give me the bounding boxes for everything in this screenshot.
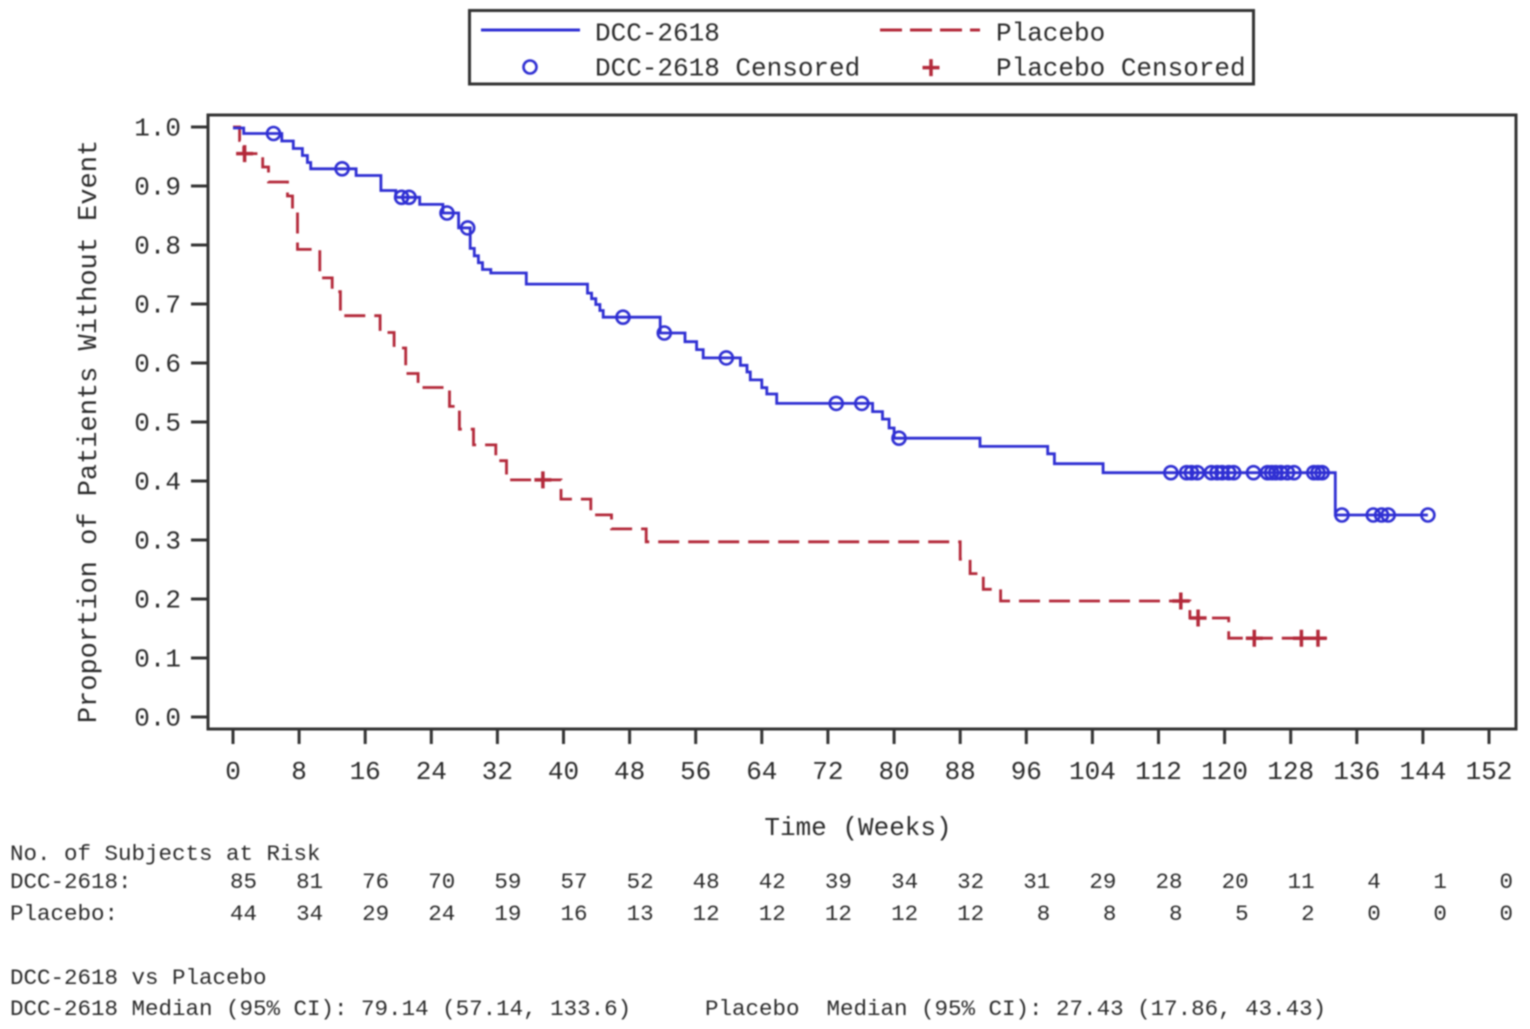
svg-text:72: 72: [812, 757, 843, 787]
svg-text:70: 70: [428, 869, 455, 895]
svg-text:0.3: 0.3: [134, 527, 181, 557]
svg-text:64: 64: [746, 757, 777, 787]
svg-text:Placebo Median (95% CI): 27.4: Placebo Median (95% CI): 27.43 (17.86, 4…: [705, 996, 1326, 1022]
svg-text:152: 152: [1466, 757, 1513, 787]
svg-text:12: 12: [759, 901, 786, 927]
svg-text:0: 0: [1499, 901, 1513, 927]
svg-text:112: 112: [1135, 757, 1182, 787]
svg-text:120: 120: [1201, 757, 1248, 787]
svg-text:48: 48: [614, 757, 645, 787]
svg-text:136: 136: [1333, 757, 1380, 787]
svg-text:0.9: 0.9: [134, 173, 181, 203]
svg-text:8: 8: [291, 757, 307, 787]
svg-text:29: 29: [362, 901, 389, 927]
svg-text:31: 31: [1023, 869, 1050, 895]
svg-text:DCC-2618 Censored: DCC-2618 Censored: [595, 54, 860, 84]
svg-text:5: 5: [1235, 901, 1249, 927]
svg-text:11: 11: [1288, 869, 1315, 895]
svg-text:34: 34: [891, 869, 918, 895]
svg-text:8: 8: [1037, 901, 1051, 927]
svg-text:1.0: 1.0: [134, 114, 181, 144]
svg-text:Time (Weeks): Time (Weeks): [764, 813, 951, 843]
svg-text:0.1: 0.1: [134, 645, 181, 675]
svg-text:12: 12: [825, 901, 852, 927]
svg-text:8: 8: [1169, 901, 1183, 927]
svg-text:12: 12: [693, 901, 720, 927]
svg-text:44: 44: [230, 901, 257, 927]
svg-text:32: 32: [957, 869, 984, 895]
svg-text:32: 32: [482, 757, 513, 787]
svg-text:42: 42: [759, 869, 786, 895]
svg-text:52: 52: [627, 869, 654, 895]
svg-text:12: 12: [957, 901, 984, 927]
svg-text:34: 34: [296, 901, 323, 927]
svg-text:4: 4: [1367, 869, 1381, 895]
svg-text:76: 76: [362, 869, 389, 895]
svg-text:85: 85: [230, 869, 257, 895]
svg-text:39: 39: [825, 869, 852, 895]
svg-text:80: 80: [878, 757, 909, 787]
svg-text:88: 88: [945, 757, 976, 787]
svg-text:56: 56: [680, 757, 711, 787]
svg-text:40: 40: [548, 757, 579, 787]
svg-text:12: 12: [891, 901, 918, 927]
svg-text:57: 57: [560, 869, 587, 895]
svg-text:0: 0: [1433, 901, 1447, 927]
svg-text:29: 29: [1089, 869, 1116, 895]
svg-text:DCC-2618 Median (95% CI): 79.1: DCC-2618 Median (95% CI): 79.14 (57.14, …: [10, 996, 631, 1022]
svg-text:20: 20: [1222, 869, 1249, 895]
svg-text:13: 13: [627, 901, 654, 927]
svg-text:59: 59: [494, 869, 521, 895]
svg-text:19: 19: [494, 901, 521, 927]
svg-text:2: 2: [1301, 901, 1315, 927]
svg-text:0.0: 0.0: [134, 704, 181, 734]
svg-text:0: 0: [225, 757, 241, 787]
svg-text:24: 24: [428, 901, 455, 927]
svg-text:0: 0: [1499, 869, 1513, 895]
svg-text:0.4: 0.4: [134, 468, 181, 498]
svg-text:Placebo:: Placebo:: [10, 901, 118, 927]
svg-text:0.7: 0.7: [134, 291, 181, 321]
svg-text:No. of Subjects at Risk: No. of Subjects at Risk: [10, 841, 321, 867]
svg-text:Proportion of Patients Without: Proportion of Patients Without Event: [75, 140, 105, 723]
svg-text:128: 128: [1267, 757, 1314, 787]
svg-text:16: 16: [350, 757, 381, 787]
svg-text:48: 48: [693, 869, 720, 895]
svg-text:28: 28: [1155, 869, 1182, 895]
svg-text:DCC-2618: DCC-2618: [595, 19, 720, 49]
svg-text:144: 144: [1399, 757, 1446, 787]
svg-text:16: 16: [560, 901, 587, 927]
svg-text:8: 8: [1103, 901, 1117, 927]
svg-text:81: 81: [296, 869, 323, 895]
svg-text:DCC-2618:: DCC-2618:: [10, 869, 132, 895]
svg-text:0: 0: [1367, 901, 1381, 927]
svg-text:0.5: 0.5: [134, 409, 181, 439]
svg-text:96: 96: [1011, 757, 1042, 787]
svg-text:0.2: 0.2: [134, 586, 181, 616]
svg-text:DCC-2618 vs Placebo: DCC-2618 vs Placebo: [10, 965, 267, 991]
svg-text:0.6: 0.6: [134, 350, 181, 380]
svg-text:1: 1: [1433, 869, 1447, 895]
svg-text:0.8: 0.8: [134, 232, 181, 262]
svg-text:24: 24: [416, 757, 447, 787]
svg-text:Placebo Censored: Placebo Censored: [996, 54, 1246, 84]
svg-text:Placebo: Placebo: [996, 19, 1105, 49]
svg-text:104: 104: [1069, 757, 1116, 787]
